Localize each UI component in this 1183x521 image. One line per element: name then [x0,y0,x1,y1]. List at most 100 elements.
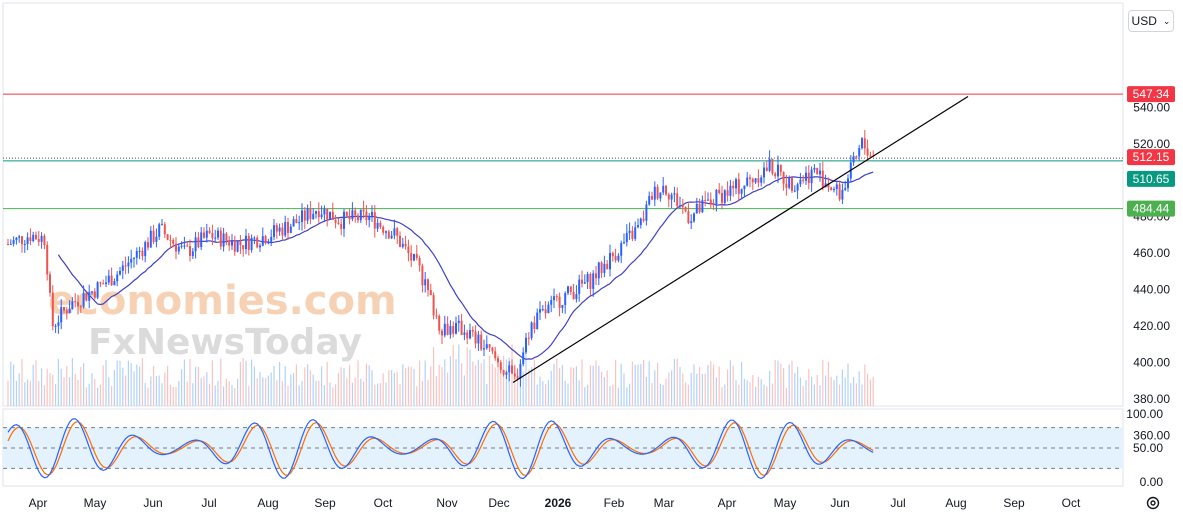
volume-bar [15,380,17,406]
candle-body [631,230,634,239]
stochastic-oscillator [3,418,1123,480]
volume-bar [413,368,415,406]
candle-body [256,237,259,248]
candle-body [225,233,228,241]
volume-bar [615,359,617,406]
volume-bar [643,359,645,406]
time-axis[interactable]: Apr May Jun Jul Aug Sep Oct Nov Dec 2026 Feb Mar Apr… [29,496,1081,510]
candle-body [46,245,49,275]
volume-bar [337,373,339,406]
volume-bar [122,367,124,406]
price-tick-label: 400.00 [1133,355,1170,369]
candle-body [578,279,581,295]
volume-bar [850,383,852,406]
oscillator-axis[interactable]: 100.00 50.00 0.00 [1126,407,1163,489]
volume-bar [606,370,608,406]
candle-body [735,179,737,189]
candle-body [583,282,586,284]
volume-bar [245,360,247,406]
volume-bar [267,375,269,406]
volume-bar [480,363,482,406]
candle-body [147,242,149,248]
candle-body [208,230,211,234]
volume-bar [46,368,48,406]
volume-bar [71,358,73,406]
volume-bar [225,378,227,406]
volume-bar [528,369,530,406]
volume-bar [351,382,353,406]
candle-body [175,243,177,252]
volume-bar [391,369,393,406]
candle-body [670,194,673,200]
time-tick-label: Aug [257,496,278,510]
volume-bar [116,360,118,406]
volume-bar [847,363,849,406]
candle-body [65,310,68,314]
volume-bar [559,368,561,406]
candle-body [544,309,547,314]
volume-bar [385,382,387,406]
candle-body [166,234,169,240]
candle-body [245,235,247,250]
candle-body [362,209,365,212]
volume-bar [668,372,670,406]
candle-body [693,213,695,222]
candle-body [259,245,261,248]
candle-body [813,167,816,170]
volume-bar [710,361,712,406]
candle-body [698,203,701,213]
candle-body [371,212,373,216]
candle-body [74,301,77,303]
volume-bar [195,366,197,406]
candle-body [743,185,746,190]
candle-body [861,138,863,149]
volume-bar [609,385,611,406]
volume-bar [783,368,785,406]
volume-bar [749,382,751,406]
price-tag-label: 510.65 [1133,172,1170,186]
volume-bar [74,373,76,406]
volume-bar [416,386,418,406]
settings-button[interactable] [1143,493,1163,513]
candle-body [667,194,670,200]
volume-bar [797,366,799,406]
volume-bar [659,383,661,406]
volume-bar [125,375,127,406]
currency-selector[interactable]: USD ⌄ [1128,10,1174,32]
candle-body [205,230,208,238]
candle-body [449,326,452,335]
candle-body [427,279,429,291]
candle-body [51,292,54,327]
volume-bar [427,379,429,406]
candle-body [292,219,295,227]
price-axis[interactable]: 540.00520.00500.00480.00460.00440.00420.… [1133,100,1170,442]
volume-bar [77,380,79,406]
volume-bar [477,359,479,406]
volume-bar [27,379,29,406]
time-tick-label: Sep [314,496,336,510]
volume-bar [483,359,485,406]
volume-bar [701,373,703,406]
volume-bar [640,364,642,406]
volume-bar [794,373,796,406]
volume-bar [284,366,286,406]
price-tag-label: 547.34 [1133,87,1170,101]
candle-body [511,365,513,374]
volume-bar [811,376,813,406]
volume-bar [587,384,589,406]
volume-bar [514,366,516,406]
candle-body [625,233,628,243]
volume-bar [7,380,9,406]
candle-body [841,189,844,200]
candle-body [491,347,494,352]
volume-bar [307,364,309,406]
candle-body [819,170,821,175]
candle-body [653,186,656,200]
price-tick-label: 440.00 [1133,283,1170,297]
volume-bar [662,384,664,406]
candle-body [471,330,474,332]
volume-bar [682,373,684,406]
candle-body [847,178,849,189]
candle-body [589,273,592,289]
